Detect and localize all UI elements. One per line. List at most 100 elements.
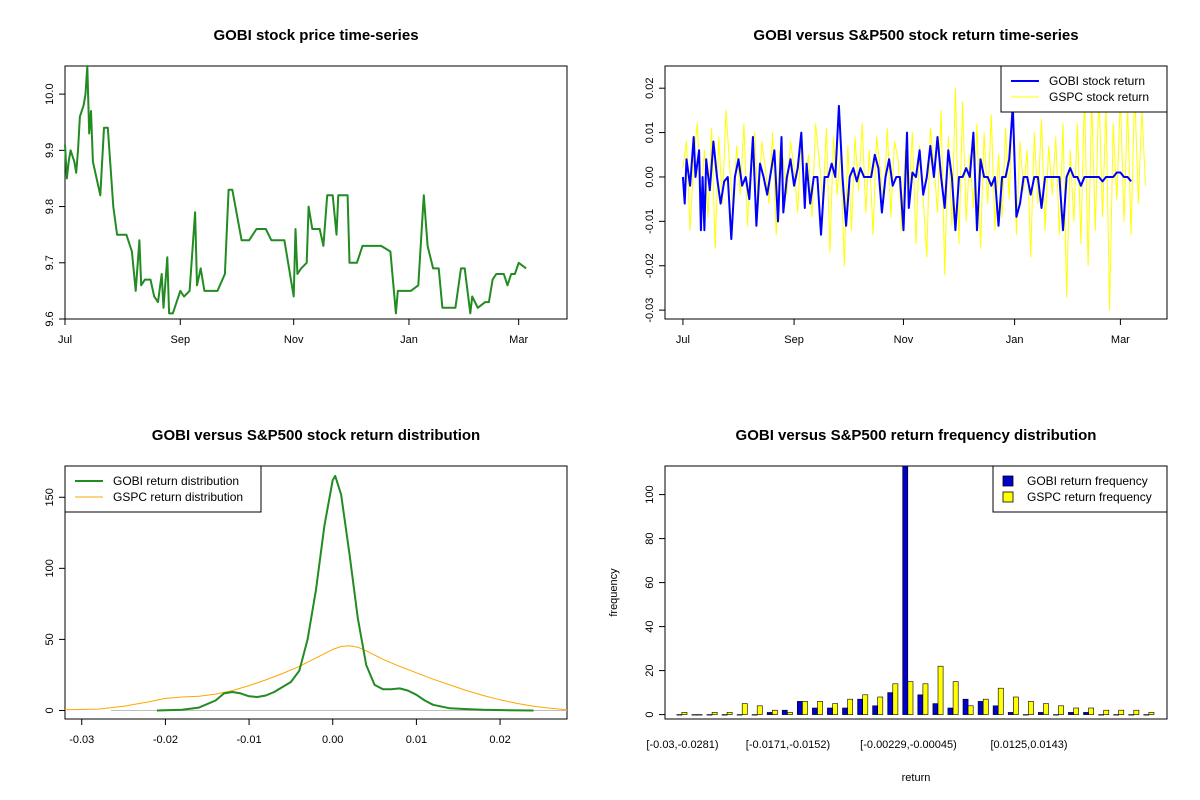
plot-frame [64,465,568,720]
bar-1 [802,701,808,715]
x-axis-label: return [902,772,931,784]
bar-0 [857,698,863,715]
bar-0 [1083,712,1089,715]
bar-1 [711,712,718,715]
bar-1 [967,705,974,715]
bar-0 [827,707,833,715]
bar-1 [1133,709,1140,715]
bar-0 [887,692,894,715]
series-line-0 [64,645,568,711]
y-tick-label: 100 [44,559,56,577]
y-tick-label: 20 [644,664,656,676]
panel-p1: GOBI stock price time-series 9.6 9.7 9.8 9.9… [44,27,568,346]
y-tick-label: 10.0 [44,83,56,104]
x-tick-label: Sep [784,334,804,346]
y-tick-label: -0.02 [644,253,656,278]
bar-1 [1088,707,1094,715]
plot-frame [664,65,1168,320]
legend-label: GSPC return frequency [1027,490,1152,504]
y-tick-label: 100 [644,485,656,503]
bar-1 [681,712,688,715]
series-line-0 [64,65,527,315]
bar-0 [917,694,924,715]
panel-p4: GOBI versus S&P500 return frequency dist… [608,427,1168,784]
bar-0 [1113,714,1119,716]
bar-1 [847,698,853,715]
x-tick-label: [-0.03,-0.0281) [646,739,718,751]
y-tick-label: -0.01 [644,209,656,234]
bar-0 [1022,714,1029,716]
x-tick-label: 0.02 [489,734,510,746]
legend: GOBI return distribution GSPC return dist… [64,465,262,513]
bar-1 [982,698,989,715]
bar-1 [1028,701,1034,715]
bar-0 [842,707,848,715]
legend-swatch [1002,475,1014,487]
legend-label: GOBI return frequency [1027,474,1148,488]
chart-title: GOBI versus S&P500 return frequency dist… [736,427,1097,444]
y-tick-label: 9.8 [44,199,56,214]
series-line-1 [156,474,534,712]
legend-label: GSPC stock return [1049,90,1149,104]
bar-0 [962,698,969,715]
bar-0 [902,465,909,715]
y-tick-label: 0.02 [644,77,656,98]
bar-1 [952,681,959,715]
x-tick-label: [-0.0171,-0.0152) [746,739,830,751]
bar-0 [751,714,758,716]
legend-label: GSPC return distribution [113,490,243,504]
bar-0 [1143,714,1150,716]
bar-1 [1103,709,1110,715]
chart-title: GOBI versus S&P500 stock return time-ser… [753,27,1078,44]
y-tick-label: 0.01 [644,122,656,143]
x-tick-label: [0.0125,0.0143) [990,739,1067,751]
legend-label: GOBI return distribution [113,474,239,488]
legend-box [1000,65,1168,113]
series-line-0 [682,87,1146,311]
bar-0 [992,705,999,715]
bar-0 [766,712,773,715]
x-tick-label: -0.03 [69,734,94,746]
x-tick-label: Jan [1006,334,1024,346]
x-tick-label: Nov [894,334,914,346]
bar-0 [691,714,698,716]
bar-1 [771,709,778,715]
bar-0 [812,707,818,715]
y-tick-label: 9.7 [44,255,56,270]
bar-1 [862,694,869,715]
legend: GOBI stock return GSPC stock return [1000,65,1168,113]
x-tick-label: Jan [400,334,418,346]
bar-1 [1073,707,1079,715]
bar-0 [736,714,743,716]
x-tick-label: 0.01 [406,734,427,746]
y-tick-label: 9.6 [44,311,56,326]
bar-1 [1043,703,1049,715]
y-tick-label: -0.03 [644,298,656,323]
y-axis-label: frequency [608,568,620,617]
x-tick-label: [-0.00229,-0.00045) [860,739,957,751]
bar-0 [781,709,788,715]
series-line-1 [681,104,1132,241]
x-tick-label: Jul [58,334,72,346]
bar-0 [932,703,939,715]
chart-title: GOBI stock price time-series [213,27,418,44]
bar-0 [872,705,878,715]
legend-swatch [1002,491,1014,503]
y-tick-label: 60 [644,576,656,588]
bar-0 [977,701,984,715]
x-tick-label: Mar [509,334,528,346]
x-tick-label: Mar [1111,334,1130,346]
y-tick-label: 0.00 [644,166,656,187]
legend-box [64,465,262,513]
bar-0 [676,714,683,716]
chart-title: GOBI versus S&P500 stock return distribu… [152,427,480,444]
y-tick-label: 9.9 [44,143,56,158]
bar-0 [1007,712,1014,715]
bar-1 [1012,696,1019,715]
bar-1 [1118,709,1125,715]
x-tick-label: -0.01 [237,734,262,746]
y-tick-label: 50 [44,633,56,645]
bar-1 [756,705,763,715]
x-tick-label: 0.00 [322,734,343,746]
bar-0 [706,714,713,716]
